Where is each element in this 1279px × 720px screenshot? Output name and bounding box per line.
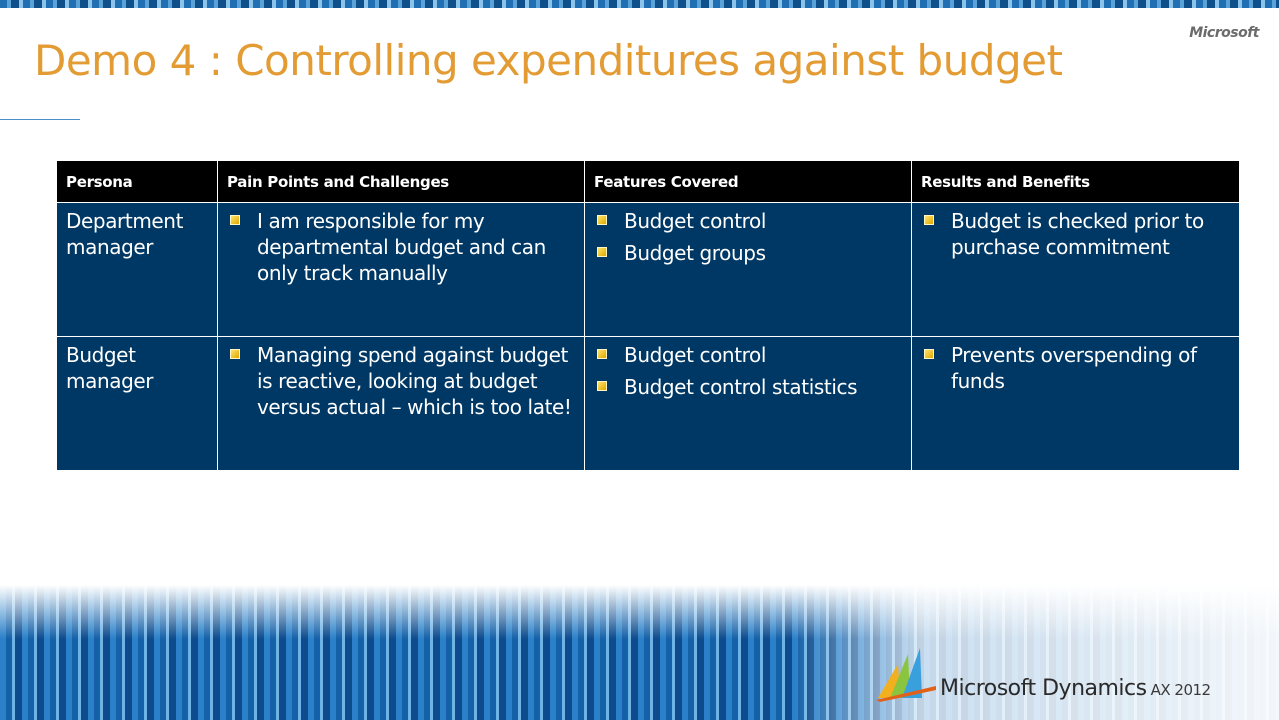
bottom-band-fade (0, 585, 1279, 720)
microsoft-logo: Microsoft (1189, 25, 1259, 41)
feature-text: Budget groups (624, 241, 766, 265)
result-text: Prevents overspending of funds (951, 343, 1197, 393)
top-decorative-strip (0, 0, 1279, 8)
list-item: I am responsible for my departmental bud… (227, 208, 575, 286)
persona-cell: Budget manager (56, 336, 218, 471)
product-name-text: Microsoft Dynamics (940, 676, 1147, 701)
list-item: Budget control (594, 208, 902, 234)
bullet-icon (597, 247, 607, 257)
header-pain-points: Pain Points and Challenges (217, 160, 585, 203)
bullet-icon (230, 215, 240, 225)
feature-text: Budget control (624, 209, 767, 233)
persona-cell: Department manager (56, 202, 218, 337)
feature-text: Budget control statistics (624, 375, 858, 399)
list-item: Managing spend against budget is reactiv… (227, 342, 575, 420)
pain-points-cell: Managing spend against budget is reactiv… (217, 336, 585, 471)
list-item: Budget control statistics (594, 374, 902, 400)
pain-point-text: I am responsible for my departmental bud… (257, 209, 546, 285)
dynamics-logo-icon (876, 648, 936, 702)
bullet-icon (597, 381, 607, 391)
header-features: Features Covered (584, 160, 912, 203)
bullet-icon (597, 215, 607, 225)
results-cell: Prevents overspending of funds (911, 336, 1240, 471)
list-item: Budget control (594, 342, 902, 368)
dynamics-product-name: Microsoft Dynamics AX 2012 (940, 676, 1211, 701)
table-row: Budget manager Managing spend against bu… (56, 336, 1240, 471)
bullet-icon (597, 349, 607, 359)
title-underline (0, 119, 80, 120)
pain-point-text: Managing spend against budget is reactiv… (257, 343, 572, 419)
list-item: Budget is checked prior to purchase comm… (921, 208, 1230, 260)
product-version-text: AX 2012 (1150, 681, 1211, 699)
list-item: Budget groups (594, 240, 902, 266)
persona-table: Persona Pain Points and Challenges Featu… (56, 160, 1240, 471)
bullet-icon (924, 349, 934, 359)
table-header-row: Persona Pain Points and Challenges Featu… (56, 160, 1240, 203)
results-cell: Budget is checked prior to purchase comm… (911, 202, 1240, 337)
slide-title: Demo 4 : Controlling expenditures agains… (34, 36, 1063, 85)
bullet-icon (230, 349, 240, 359)
list-item: Prevents overspending of funds (921, 342, 1230, 394)
feature-text: Budget control (624, 343, 767, 367)
features-cell: Budget control Budget control statistics (584, 336, 912, 471)
header-persona: Persona (56, 160, 218, 203)
table-row: Department manager I am responsible for … (56, 202, 1240, 337)
bullet-icon (924, 215, 934, 225)
pain-points-cell: I am responsible for my departmental bud… (217, 202, 585, 337)
header-results: Results and Benefits (911, 160, 1240, 203)
result-text: Budget is checked prior to purchase comm… (951, 209, 1204, 259)
features-cell: Budget control Budget groups (584, 202, 912, 337)
